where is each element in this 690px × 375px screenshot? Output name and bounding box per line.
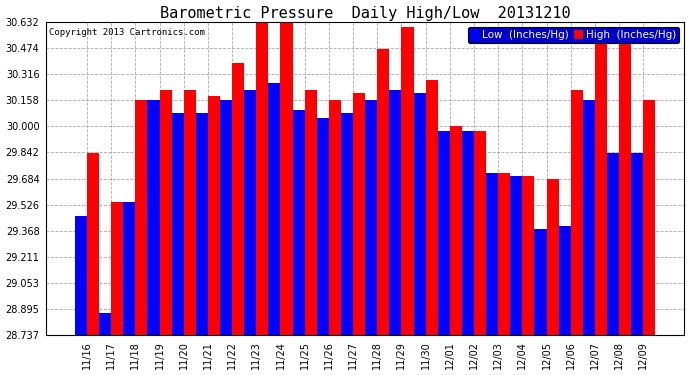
Bar	[498, 172, 511, 335]
Bar	[462, 131, 474, 335]
Bar	[329, 100, 341, 335]
Bar	[99, 313, 111, 335]
Bar	[595, 44, 607, 335]
Bar	[437, 131, 450, 335]
Bar	[256, 22, 268, 335]
Bar	[244, 90, 256, 335]
Bar	[643, 100, 656, 335]
Bar	[268, 83, 280, 335]
Bar	[196, 113, 208, 335]
Bar	[220, 100, 232, 335]
Bar	[365, 100, 377, 335]
Bar	[232, 63, 244, 335]
Bar	[522, 176, 535, 335]
Text: Copyright 2013 Cartronics.com: Copyright 2013 Cartronics.com	[49, 28, 205, 37]
Bar	[208, 96, 220, 335]
Bar	[341, 113, 353, 335]
Title: Barometric Pressure  Daily High/Low  20131210: Barometric Pressure Daily High/Low 20131…	[160, 6, 571, 21]
Bar	[135, 100, 148, 335]
Bar	[87, 153, 99, 335]
Bar	[75, 216, 87, 335]
Bar	[184, 90, 196, 335]
Bar	[413, 93, 426, 335]
Bar	[546, 179, 559, 335]
Bar	[402, 27, 413, 335]
Bar	[511, 176, 522, 335]
Bar	[571, 90, 583, 335]
Bar	[486, 172, 498, 335]
Bar	[317, 118, 329, 335]
Bar	[111, 202, 124, 335]
Bar	[426, 80, 437, 335]
Bar	[159, 90, 172, 335]
Bar	[148, 100, 159, 335]
Bar	[607, 153, 619, 335]
Bar	[377, 48, 389, 335]
Bar	[353, 93, 365, 335]
Bar	[305, 90, 317, 335]
Bar	[172, 113, 184, 335]
Bar	[559, 225, 571, 335]
Bar	[535, 229, 546, 335]
Legend: Low  (Inches/Hg), High  (Inches/Hg): Low (Inches/Hg), High (Inches/Hg)	[468, 27, 679, 43]
Bar	[583, 100, 595, 335]
Bar	[450, 126, 462, 335]
Bar	[280, 22, 293, 335]
Bar	[293, 110, 305, 335]
Bar	[619, 44, 631, 335]
Bar	[631, 153, 643, 335]
Bar	[474, 131, 486, 335]
Bar	[389, 90, 402, 335]
Bar	[124, 202, 135, 335]
